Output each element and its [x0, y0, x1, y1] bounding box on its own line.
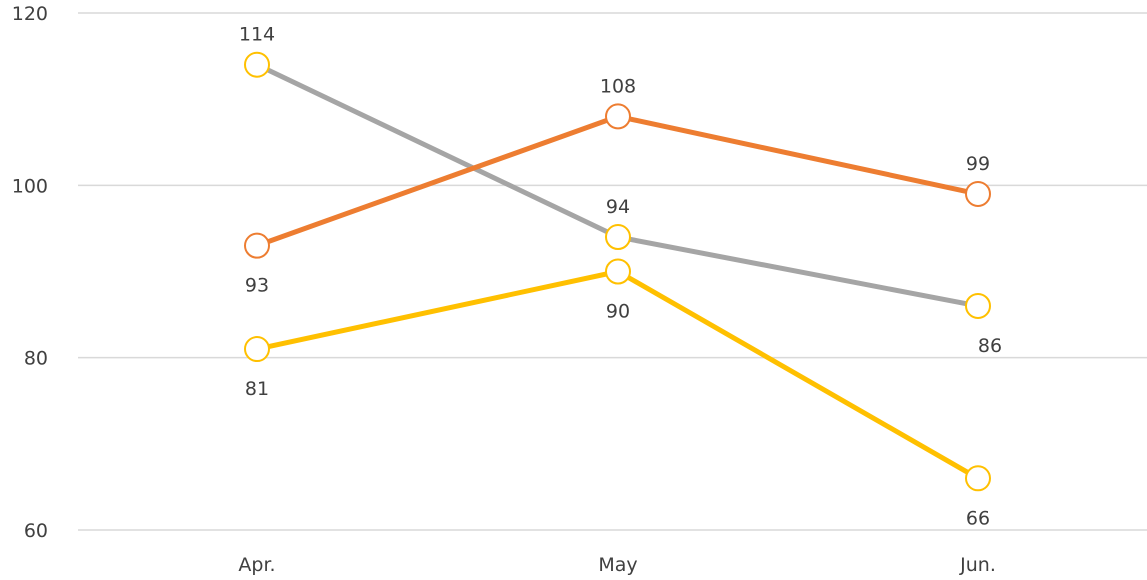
data-label: 66 [966, 507, 990, 529]
data-point-marker [605, 224, 631, 251]
data-label: 93 [245, 275, 269, 297]
data-label: 81 [245, 378, 269, 400]
data-point-marker [605, 103, 631, 130]
data-point-marker [605, 258, 631, 285]
x-tick-label: Apr. [238, 554, 275, 576]
y-tick-label: 80 [24, 348, 48, 370]
series-layer [244, 51, 991, 492]
x-tick-label: Jun. [959, 554, 996, 576]
data-point-marker [965, 465, 991, 492]
data-label: 90 [606, 301, 630, 323]
data-label-layer: 114 94 86 93 108 99 81 90 66 [239, 24, 1002, 530]
data-point-marker [965, 292, 991, 319]
data-label: 108 [600, 75, 636, 97]
y-tick-label: 60 [24, 520, 48, 542]
axis-layer: 60 80 100 120 Apr. May Jun. [12, 3, 996, 576]
data-point-marker [244, 232, 270, 259]
data-label: 86 [978, 335, 1002, 357]
data-point-marker [965, 180, 991, 207]
data-label: 94 [606, 196, 630, 218]
data-point-marker [244, 336, 270, 363]
x-tick-label: May [598, 554, 637, 576]
data-point-marker [244, 51, 270, 78]
y-tick-label: 100 [12, 175, 48, 197]
y-tick-label: 120 [12, 3, 48, 25]
data-label: 99 [966, 153, 990, 175]
data-label: 114 [239, 24, 275, 46]
